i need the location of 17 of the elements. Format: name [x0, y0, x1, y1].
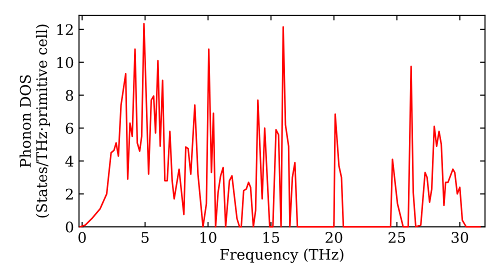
x-axis-title: Frequency (THz) — [220, 248, 344, 263]
y-tick-label: 12 — [57, 24, 73, 35]
y-tick-label: 2 — [66, 188, 73, 200]
x-tick-label: 5 — [142, 232, 149, 243]
x-tick-label: 20 — [326, 232, 342, 243]
x-tick-label: 0 — [78, 232, 86, 243]
line-series — [79, 22, 481, 228]
x-tick-label: 10 — [200, 232, 216, 243]
x-tick-label: 25 — [388, 232, 406, 243]
y-tick-label: 0 — [66, 222, 74, 233]
y-axis-title: Phonon DOS (States/THz·primitive cell) — [20, 24, 50, 218]
y-tick-label: 8 — [66, 90, 74, 101]
y-tick-label: 10 — [57, 57, 74, 68]
x-tick-label: 30 — [452, 232, 468, 243]
y-tick-label: 6 — [66, 122, 74, 134]
x-tick-label: 15 — [263, 232, 280, 243]
y-tick-label: 4 — [65, 156, 74, 167]
